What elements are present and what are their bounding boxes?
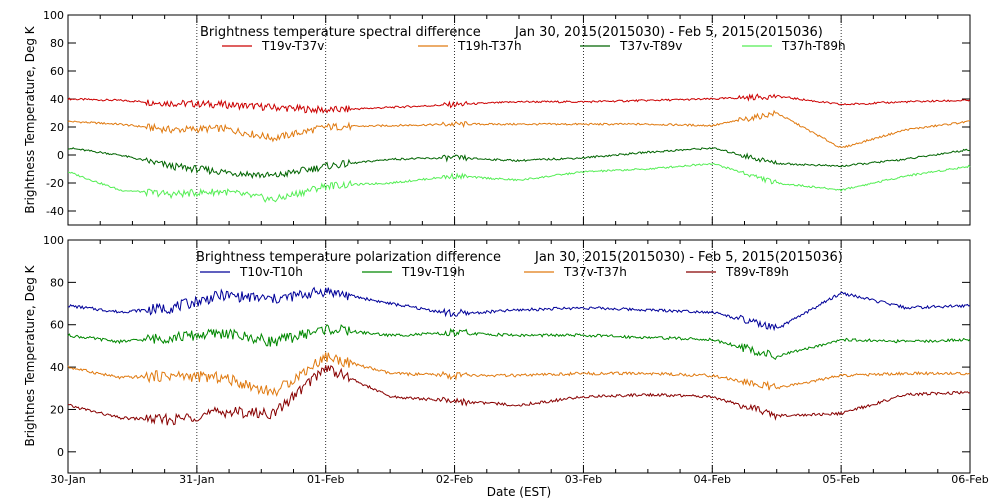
legend-label: T37v-T89v (619, 39, 682, 53)
y-axis-label: Brightness Temperature, Deg K (23, 25, 37, 213)
legend: T10v-T10h T19v-T19h T37v-T37h T89v-T89h (200, 265, 789, 279)
y-tick-label: 60 (50, 319, 64, 332)
chart-title: Brightness temperature polarization diff… (196, 250, 501, 265)
legend-label: T19v-T37v (261, 39, 324, 53)
series-line (67, 365, 971, 426)
y-tick-label: 100 (43, 234, 64, 247)
y-tick-label: 0 (57, 149, 64, 162)
y-tick-label: -40 (46, 205, 64, 218)
series-line (67, 286, 971, 332)
y-tick-label: -20 (46, 177, 64, 190)
x-tick-label: 03-Feb (565, 473, 602, 486)
x-axis-ticks (67, 240, 971, 473)
plot-frame (67, 239, 971, 474)
legend: T19v-T37v T19h-T37h T37v-T89v T37h-T89h (222, 39, 846, 53)
series-lines (67, 286, 971, 426)
x-tick-label: 06-Feb (951, 473, 988, 486)
y-axis-ticks: 0 20 40 60 80 100 (43, 234, 970, 459)
series-line (67, 324, 971, 361)
legend-label: T37h-T89h (781, 39, 846, 53)
legend-label: T37v-T37h (563, 265, 627, 279)
legend-label: T19h-T37h (457, 39, 522, 53)
x-tick-label: 01-Feb (307, 473, 344, 486)
y-tick-label: 40 (50, 93, 64, 106)
y-tick-label: 20 (50, 121, 64, 134)
y-tick-label: 80 (50, 37, 64, 50)
series-line (67, 162, 971, 203)
polarization-difference-panel: Brightness temperature polarization diff… (23, 234, 989, 499)
series-line (67, 147, 971, 180)
series-line (67, 109, 971, 149)
series-line (67, 93, 971, 115)
spectral-difference-panel: Brightness temperature spectral differen… (23, 9, 971, 226)
x-tick-label: 05-Feb (822, 473, 859, 486)
legend-label: T89v-T89h (725, 265, 789, 279)
chart-title: Brightness temperature spectral differen… (200, 25, 481, 40)
y-tick-label: 20 (50, 403, 64, 416)
series-line (67, 352, 971, 398)
x-tick-label: 31-Jan (179, 473, 215, 486)
y-axis-label: Brightnes Temperature, Deg K (23, 264, 37, 446)
y-tick-label: 100 (43, 9, 64, 22)
legend-label: T10v-T10h (239, 265, 303, 279)
x-axis-ticks (67, 15, 971, 225)
date-range: Jan 30, 2015(2015030) - Feb 5, 2015(2015… (534, 250, 843, 265)
x-tick-label: 30-Jan (50, 473, 86, 486)
y-tick-label: 0 (57, 446, 64, 459)
legend-label: T19v-T19h (401, 265, 465, 279)
x-tick-label: 04-Feb (694, 473, 731, 486)
x-axis-label: Date (EST) (487, 485, 551, 499)
series-lines (67, 93, 971, 203)
y-tick-label: 60 (50, 65, 64, 78)
x-tick-label: 02-Feb (436, 473, 473, 486)
y-tick-label: 40 (50, 361, 64, 374)
y-tick-label: 80 (50, 276, 64, 289)
date-range: Jan 30, 2015(2015030) - Feb 5, 2015(2015… (514, 25, 823, 40)
x-axis-tick-labels: 30-Jan 31-Jan 01-Feb 02-Feb 03-Feb 04-Feb 05-F… (50, 473, 989, 486)
